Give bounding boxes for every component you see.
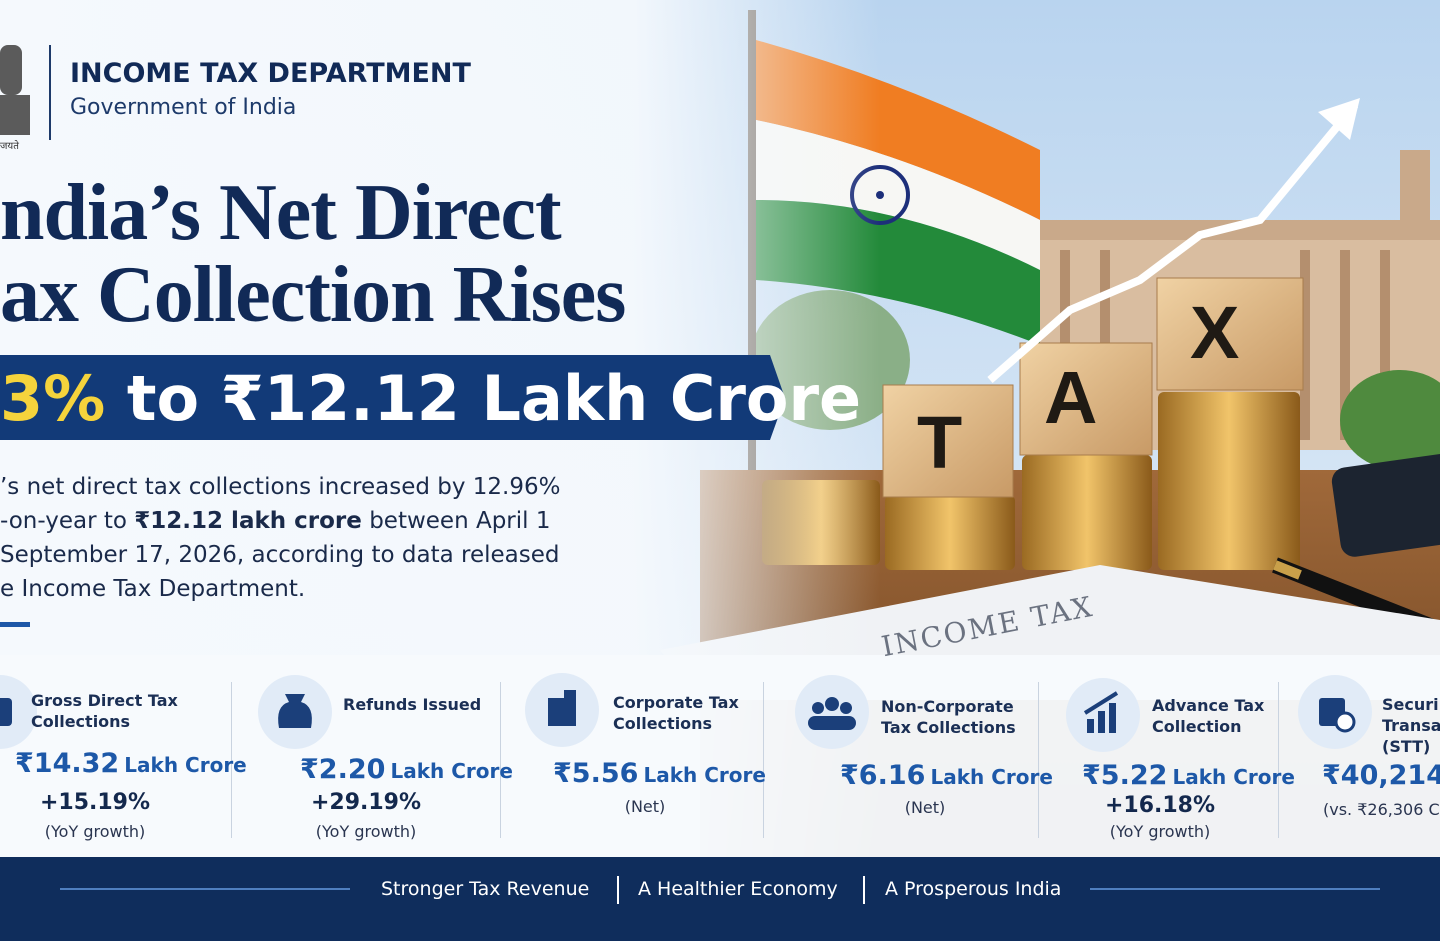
- amount-unit: Lakh Crore: [930, 765, 1053, 789]
- stat-label: Advance Tax: [1152, 696, 1265, 715]
- stat-icon: [525, 673, 599, 747]
- stat-icon: [0, 675, 37, 749]
- stat-note: (YoY growth): [44, 822, 146, 841]
- amount-value: ₹5.22: [1082, 760, 1168, 791]
- footer-divider: [863, 876, 865, 904]
- stat-icon: [1298, 675, 1372, 749]
- stat-label: Collections: [31, 712, 131, 731]
- department-name: INCOME TAX DEPARTMENT: [70, 58, 471, 89]
- stat-note: (Net): [624, 797, 666, 816]
- headline-line: ndia’s Net Direct: [0, 169, 562, 257]
- stat-label: (STT): [1382, 737, 1431, 756]
- stat-label: Corporate Tax: [613, 693, 739, 712]
- amount-unit: Lakh Crore: [124, 753, 247, 777]
- summary-line: September 17, 2026, according to data re…: [0, 542, 560, 568]
- amount-value: ₹6.16: [840, 760, 926, 791]
- footer-item: A Healthier Economy: [638, 878, 838, 900]
- stat-amount: ₹5.56 Lakh Crore: [553, 758, 766, 789]
- stat-icon: [258, 675, 332, 749]
- footer-item: Stronger Tax Revenue: [381, 878, 590, 900]
- stat-growth: +15.19%: [39, 790, 151, 815]
- emblem-motto: जयते: [0, 141, 19, 152]
- stat-label: Gross Direct Tax: [31, 691, 178, 710]
- stat-note: (YoY growth): [1109, 822, 1211, 841]
- stat-amount: ₹6.16 Lakh Crore: [840, 760, 1053, 791]
- stat-label: Securi: [1382, 695, 1439, 714]
- banner-rest: to ₹12.12 Lakh Crore: [126, 362, 862, 435]
- growth-arrow: [987, 102, 1359, 384]
- stat-amount: ₹40,214 C: [1322, 760, 1440, 791]
- headline-banner: [0, 355, 785, 440]
- amount-value: ₹14.32: [15, 748, 120, 779]
- stat-label: Transac: [1382, 716, 1440, 735]
- amount-unit: Lakh Crore: [1172, 765, 1295, 789]
- accent-bar: [0, 622, 30, 627]
- headline-banner-text: 3% to ₹12.12 Lakh Crore: [0, 362, 861, 435]
- column-divider: [500, 682, 501, 838]
- block-letter: A: [1044, 356, 1098, 439]
- stat-amount: ₹14.32 Lakh Crore: [15, 748, 247, 779]
- summary-line: ’s net direct tax collections increased …: [0, 474, 561, 500]
- stat-label: Refunds Issued: [343, 695, 482, 714]
- stat-growth: +29.19%: [310, 790, 422, 815]
- stats-panel: [0, 655, 1440, 857]
- summary-line: -on-year to ₹12.12 lakh crore between Ap…: [0, 508, 550, 534]
- stat-amount: ₹5.22 Lakh Crore: [1082, 760, 1295, 791]
- stat-amount: ₹2.20 Lakh Crore: [300, 754, 513, 785]
- stat-label: Tax Collections: [881, 718, 1016, 737]
- block-letter: X: [1190, 291, 1240, 374]
- stat-icon: [795, 675, 869, 749]
- amount-value: ₹40,214: [1322, 760, 1440, 791]
- emblem: [0, 45, 30, 135]
- tax-blocks: [882, 277, 1304, 498]
- stat-note: (YoY growth): [315, 822, 417, 841]
- footer-item: A Prosperous India: [885, 878, 1062, 900]
- summary-text: -on-year to: [0, 508, 127, 534]
- column-divider: [1278, 682, 1279, 838]
- column-divider: [763, 682, 764, 838]
- column-divider: [231, 682, 232, 838]
- amount-unit: Lakh Crore: [390, 759, 513, 783]
- summary-text: between April 1: [369, 508, 551, 534]
- stat-label: Collections: [613, 714, 713, 733]
- stat-note: (Net): [904, 798, 946, 817]
- stat-note: (vs. ₹26,306 Cro: [1323, 800, 1440, 819]
- amount-value: ₹5.56: [553, 758, 639, 789]
- footer-band: [0, 857, 1440, 941]
- growth-arrow-head: [1318, 98, 1360, 140]
- highlight: 3%: [0, 362, 106, 435]
- government-name: Government of India: [70, 95, 297, 120]
- stat-growth: +16.18%: [1104, 793, 1216, 818]
- stat-label: Collection: [1152, 717, 1242, 736]
- summary-line: e Income Tax Department.: [0, 576, 306, 602]
- block-letter: T: [917, 401, 963, 484]
- amount-value: ₹2.20: [300, 754, 386, 785]
- column-divider: [1038, 682, 1039, 838]
- footer-divider: [617, 876, 619, 904]
- summary-bold: ₹12.12 lakh crore: [134, 508, 362, 534]
- amount-unit: Lakh Crore: [643, 763, 766, 787]
- stat-icon: [1066, 678, 1140, 752]
- headline-line: ax Collection Rises: [0, 251, 626, 339]
- stat-label: Non-Corporate: [881, 697, 1014, 716]
